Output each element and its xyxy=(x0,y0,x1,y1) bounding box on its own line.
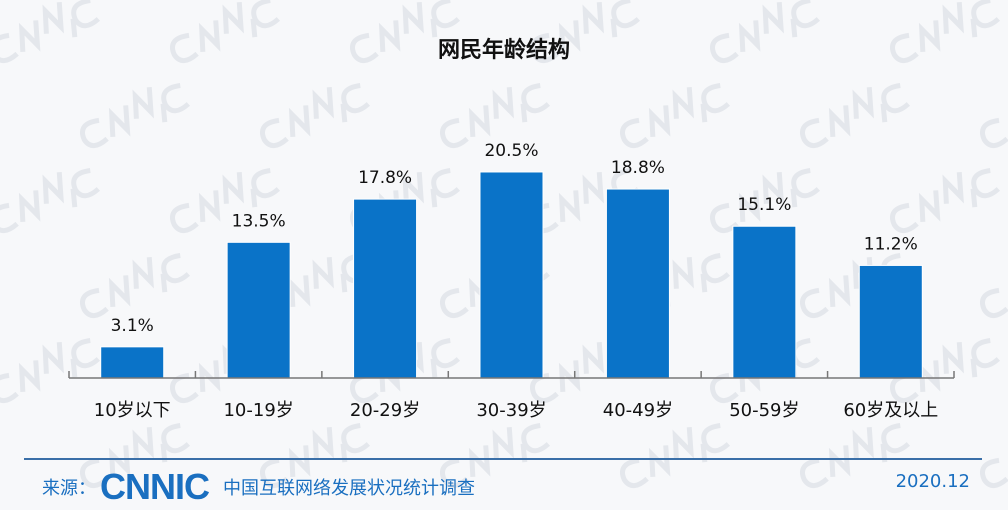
watermark-mark xyxy=(889,0,1001,64)
data-label: 20.5% xyxy=(484,141,538,161)
cnnic-logo: CNNIC xyxy=(100,466,210,507)
survey-name: 中国互联网络发展状况统计调查 xyxy=(223,478,475,499)
source-line: 来源： CNNIC 中国互联网络发展状况统计调查 xyxy=(42,469,475,505)
watermark-mark xyxy=(709,0,821,64)
watermark-mark xyxy=(79,253,191,319)
report-date: 2020.12 xyxy=(895,471,970,492)
data-label: 18.8% xyxy=(611,158,665,178)
category-label: 10-19岁 xyxy=(223,400,293,421)
category-label: 10岁以下 xyxy=(94,400,171,421)
bar xyxy=(479,171,544,379)
category-label: 30-39岁 xyxy=(476,400,546,421)
watermark-mark xyxy=(979,83,1008,149)
watermark-mark xyxy=(529,338,641,404)
watermark-mark xyxy=(79,423,191,489)
bar xyxy=(732,225,797,379)
data-label: 15.1% xyxy=(737,195,791,215)
watermark-mark xyxy=(889,338,1001,404)
watermark-mark xyxy=(619,83,731,149)
watermark-mark xyxy=(439,423,551,489)
watermark-mark xyxy=(0,338,101,404)
category-label: 40-49岁 xyxy=(603,400,673,421)
bar xyxy=(226,241,291,379)
watermark-mark xyxy=(799,83,911,149)
bar xyxy=(605,188,670,379)
chart-title: 网民年龄结构 xyxy=(437,38,570,63)
watermark-mark xyxy=(889,168,1001,234)
watermark-mark xyxy=(0,168,101,234)
bar xyxy=(100,346,165,379)
watermark-mark xyxy=(349,0,461,64)
source-label: 来源： xyxy=(42,478,96,499)
bar xyxy=(353,198,418,379)
watermark-mark xyxy=(259,83,371,149)
data-label: 13.5% xyxy=(232,211,286,231)
watermark-mark xyxy=(169,168,281,234)
watermark-mark xyxy=(259,423,371,489)
data-label: 11.2% xyxy=(864,234,918,254)
watermark-mark xyxy=(979,253,1008,319)
bar-chart: 3.1% 10岁以下 13.5% 10-19岁 17.8% 20-29岁 20.5% 30-3… xyxy=(68,141,955,421)
watermark-mark xyxy=(709,168,821,234)
watermark-mark xyxy=(439,83,551,149)
watermark-mark xyxy=(0,0,101,64)
watermark-mark xyxy=(799,423,911,489)
data-label: 3.1% xyxy=(111,316,154,336)
category-label: 50-59岁 xyxy=(729,400,799,421)
category-label: 20-29岁 xyxy=(350,400,420,421)
watermark-mark xyxy=(619,423,731,489)
category-label: 60岁及以上 xyxy=(843,400,938,421)
footer-divider xyxy=(24,458,982,460)
watermark-mark xyxy=(979,423,1008,489)
data-label: 17.8% xyxy=(358,168,412,188)
watermark-mark xyxy=(79,83,191,149)
watermark-mark xyxy=(529,0,641,64)
bar xyxy=(858,264,923,379)
watermark-mark xyxy=(169,0,281,64)
